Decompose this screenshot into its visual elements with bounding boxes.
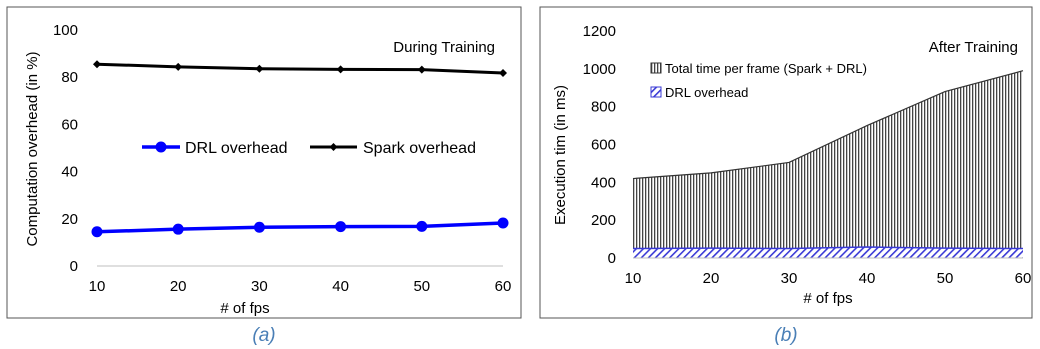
panel-a-series bbox=[91, 60, 509, 238]
legend-label-drl-b: DRL overhead bbox=[665, 85, 748, 100]
panel-a-xtick-30: 30 bbox=[251, 278, 268, 295]
point-spark-overhead-20 bbox=[174, 62, 183, 71]
panel-b-ytick-200: 200 bbox=[591, 212, 616, 229]
panel-b-ytick-1200: 1200 bbox=[583, 23, 616, 40]
point-drl-overhead-50 bbox=[416, 220, 428, 232]
series-line-drl-overhead bbox=[96, 221, 504, 234]
series-line-spark-overhead bbox=[96, 62, 504, 75]
panel-a-ytick-20: 20 bbox=[61, 211, 78, 228]
panel-a-ytick-100: 100 bbox=[53, 22, 78, 39]
caption-b: (b) bbox=[774, 325, 797, 346]
panel-a-xtick-10: 10 bbox=[89, 278, 106, 295]
legend-swatch-drl-b bbox=[650, 86, 662, 98]
panel-b-ytick-1000: 1000 bbox=[583, 61, 616, 78]
point-spark-overhead-60 bbox=[499, 68, 507, 77]
panel-b-xtick-60: 60 bbox=[1015, 270, 1032, 287]
caption-a: (a) bbox=[252, 325, 275, 346]
panel-a-ytick-60: 60 bbox=[61, 116, 78, 133]
panel-a-ytick-40: 40 bbox=[61, 164, 78, 181]
point-spark-overhead-30 bbox=[255, 64, 264, 73]
point-spark-overhead-10 bbox=[93, 60, 101, 69]
point-drl-overhead-40 bbox=[335, 221, 347, 233]
panel-b-axes: 0 200 400 600 800 1000 1200 10 20 30 40 50 60 bbox=[583, 23, 1032, 287]
panel-a-xtick-50: 50 bbox=[413, 278, 430, 295]
series-edge-total-time-per-frame-spark-drl bbox=[632, 70, 1024, 180]
legend-marker-spark bbox=[329, 143, 338, 151]
legend-label-drl: DRL overhead bbox=[185, 140, 288, 157]
panel-a-xtick-20: 20 bbox=[170, 278, 187, 295]
panel-a-ytick-0: 0 bbox=[70, 258, 78, 275]
legend-swatch-total bbox=[650, 62, 662, 74]
panel-a-xlabel: # of fps bbox=[220, 300, 269, 317]
panel-b-annotation: After Training bbox=[929, 39, 1018, 56]
panel-a-axes: 0 20 40 60 80 100 10 20 30 40 50 60 bbox=[53, 22, 511, 295]
panel-a-ylabel: Computation overhead (in %) bbox=[24, 51, 41, 246]
panel-a-xtick-40: 40 bbox=[332, 278, 349, 295]
point-drl-overhead-60 bbox=[497, 217, 509, 229]
panel-b-ytick-600: 600 bbox=[591, 137, 616, 154]
panel-b-xtick-30: 30 bbox=[781, 270, 798, 287]
point-spark-overhead-40 bbox=[336, 65, 345, 74]
series-edge-drl-overhead bbox=[632, 246, 1024, 250]
series-area-total-time-per-frame-spark-drl bbox=[633, 70, 1023, 258]
point-drl-overhead-10 bbox=[91, 226, 103, 238]
panel-b-xtick-50: 50 bbox=[937, 270, 954, 287]
panel-a-ytick-80: 80 bbox=[61, 69, 78, 86]
panel-b-xtick-20: 20 bbox=[703, 270, 720, 287]
panel-b-ylabel: Execution tim (in ms) bbox=[552, 85, 569, 225]
series-area-drl-overhead bbox=[633, 247, 1023, 258]
panel-a-xtick-60: 60 bbox=[495, 278, 512, 295]
point-drl-overhead-20 bbox=[172, 223, 184, 235]
point-drl-overhead-30 bbox=[253, 221, 265, 233]
panel-b-xlabel: # of fps bbox=[803, 290, 852, 307]
panel-b-xtick-40: 40 bbox=[859, 270, 876, 287]
panel-a-legend: DRL overhead Spark overhead bbox=[142, 140, 476, 157]
panel-b-ytick-400: 400 bbox=[591, 174, 616, 191]
panel-b-xtick-10: 10 bbox=[625, 270, 642, 287]
legend-label-total: Total time per frame (Spark + DRL) bbox=[665, 61, 867, 76]
panel-a-annotation: During Training bbox=[393, 39, 495, 56]
point-spark-overhead-50 bbox=[417, 65, 426, 74]
panel-b-ytick-800: 800 bbox=[591, 99, 616, 116]
legend-label-spark: Spark overhead bbox=[363, 140, 476, 157]
panel-b-series bbox=[632, 70, 1024, 258]
panel-b-ytick-0: 0 bbox=[608, 250, 616, 267]
legend-marker-drl bbox=[155, 141, 167, 153]
panel-b-legend: Total time per frame (Spark + DRL) DRL o… bbox=[650, 61, 867, 100]
